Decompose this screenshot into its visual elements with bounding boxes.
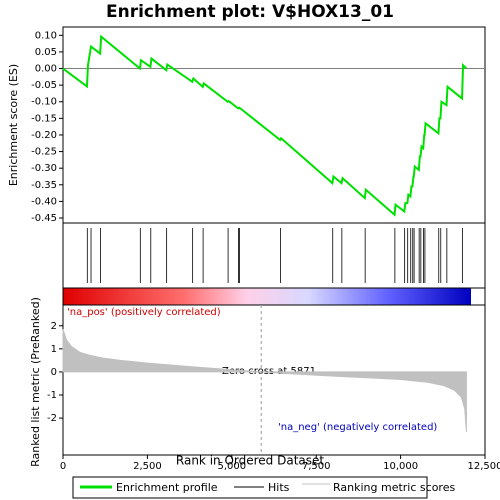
color-bar	[63, 288, 471, 305]
x-tick-label: 10,000	[383, 461, 418, 472]
annotation: 'na_neg' (negatively correlated)	[278, 422, 437, 433]
y-tick-label: -1	[47, 390, 57, 401]
y-tick-label: 0.10	[35, 30, 57, 41]
y-tick-label: 0.05	[35, 47, 57, 58]
annotation: 'na_pos' (positively correlated)	[67, 307, 221, 318]
y-tick-label: -0.45	[31, 213, 57, 224]
x-tick-label: 7,500	[302, 461, 331, 472]
legend-label: Enrichment profile	[116, 481, 218, 494]
x-tick-label: 5,000	[217, 461, 246, 472]
y-tick-label: -2	[47, 413, 57, 424]
y-tick-label: -0.10	[31, 97, 57, 108]
y-tick-label: -0.30	[31, 163, 57, 174]
y-tick-label: 2	[51, 321, 57, 332]
x-tick-label: 0	[60, 461, 66, 472]
y-tick-label: 0	[51, 367, 57, 378]
legend-label: Hits	[268, 481, 290, 494]
legend-label: Ranking metric scores	[333, 481, 455, 494]
x-tick-label: 12,500	[468, 461, 500, 472]
y-tick-label: -0.35	[31, 180, 57, 191]
chart-title: Enrichment plot: V$HOX13_01	[106, 2, 394, 22]
y-tick-label: 1	[51, 344, 57, 355]
y-tick-label: 0.00	[35, 64, 57, 75]
y-tick-label: -0.20	[31, 130, 57, 141]
y-tick-label: -0.05	[31, 80, 57, 91]
x-tick-label: 2,500	[133, 461, 162, 472]
metric-area	[62, 329, 467, 432]
enrichment-line	[62, 34, 468, 217]
y-axis-label: Enrichment score (ES)	[7, 64, 20, 186]
frame	[62, 26, 486, 456]
y-tick-label: -0.40	[31, 196, 57, 207]
y-tick-label: -0.25	[31, 147, 57, 158]
x-axis-label: Rank in Ordered Dataset	[176, 454, 324, 468]
y-tick-label: -0.15	[31, 113, 57, 124]
y-axis-label: Ranked list metric (PreRanked)	[29, 297, 42, 467]
